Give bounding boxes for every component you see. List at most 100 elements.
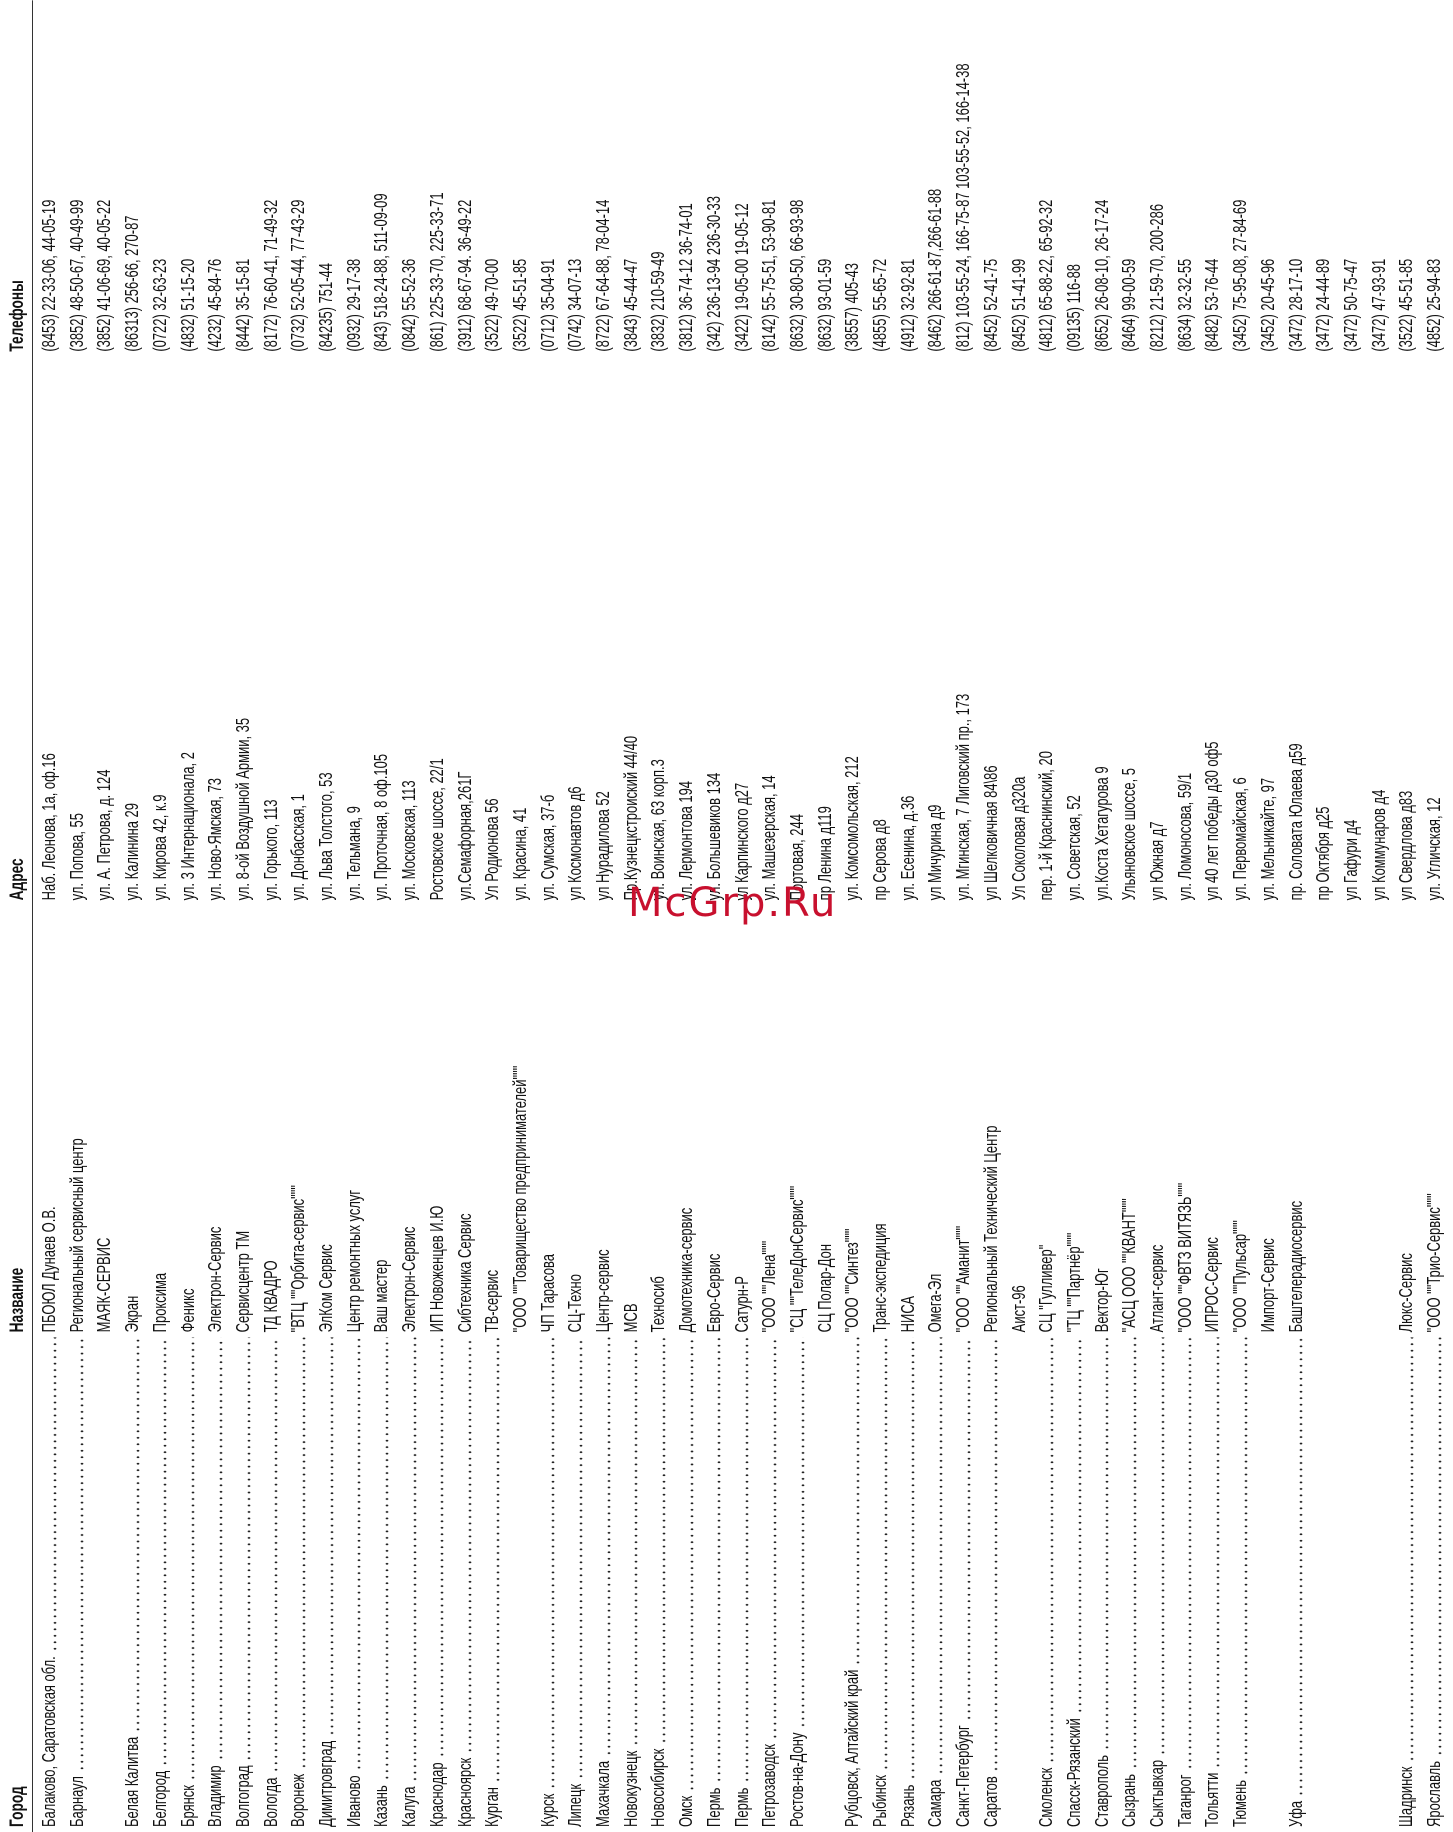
city-text: Волгоград xyxy=(232,1765,253,1827)
address-cell: пр Серова д8 xyxy=(870,819,890,901)
city-cell: Владимир xyxy=(202,1334,230,1827)
address-cell: ул. 8-ой Воздушной Армии, 35 xyxy=(232,717,253,901)
table-row: Импорт-Сервис ул. Мельникайте, 97 (3452) 2… xyxy=(1255,0,1283,1832)
name-cell: Транс-экспедиция xyxy=(870,1223,890,1333)
city-text: Димитровград xyxy=(316,1740,336,1827)
name-cell: Сервисцентр ТМ xyxy=(232,1230,253,1333)
name-cell: Электрон-Сервис xyxy=(205,1226,226,1333)
name-cell: "ВТЦ ""Орбита-сервис""" xyxy=(288,1185,309,1333)
city-text: Омск xyxy=(676,1795,697,1827)
name-cell: Евро-Сервис xyxy=(703,1253,724,1333)
name-cell: Центр-сервис xyxy=(593,1249,613,1333)
table-row: Самара Омега-Эл ул Мичурина д9 (8462) 266-6… xyxy=(922,0,950,1832)
phone-cell: (8172) 76-60-41, 71-49-32 xyxy=(260,199,281,352)
table-row: Калуга Электрон-Сервис ул. Московская, 113… xyxy=(396,0,424,1832)
address-cell: ул Мичурина д9 xyxy=(925,804,946,901)
table-row: Сызрань "АСЦ ООО ""КВАНТ""" Ульяновское шо… xyxy=(1116,0,1144,1832)
dot-leader xyxy=(1116,1337,1137,1770)
table-row: Воронеж "ВТЦ ""Орбита-сервис""" ул. Донбас… xyxy=(285,0,313,1832)
city-cell: Тюмень xyxy=(1227,1334,1255,1827)
city-cell: Сызрань xyxy=(1116,1334,1144,1827)
phone-cell: (8632) 93-01-59 xyxy=(814,258,835,352)
table-row: Спасск-Рязанский "ТЦ ""Партнёр""" ул. Сове… xyxy=(1060,0,1089,1832)
city-cell: Пермь xyxy=(728,1334,757,1827)
city-text: Ставрополь xyxy=(1091,1755,1112,1827)
phone-cell: (3832) 210-59-49 xyxy=(648,251,669,352)
header-phones: Телефоны xyxy=(7,280,28,352)
address-cell: ул. Донбасская, 1 xyxy=(288,794,309,901)
phone-cell: (0842) 55-52-36 xyxy=(399,258,420,352)
name-cell: Омега-Эл xyxy=(925,1273,946,1333)
dot-leader xyxy=(368,1337,390,1781)
name-cell: Импорт-Сервис xyxy=(1257,1238,1278,1333)
phone-cell: (8452) 52-41-75 xyxy=(980,258,1001,352)
dot-leader xyxy=(645,1337,667,1745)
address-cell: ул Нурадилова 52 xyxy=(593,791,613,901)
table-row: Махачкала Центр-сервис ул Нурадилова 52 (87… xyxy=(590,0,618,1832)
name-cell: Техносиб xyxy=(648,1276,669,1333)
city-cell: Саратов xyxy=(977,1334,1006,1827)
table-row: Ставрополь Вектор-Юг ул.Коста Хетагурова 9… xyxy=(1088,0,1117,1832)
city-text: Сыктывкар xyxy=(1147,1759,1167,1827)
address-cell: ул. А. Петрова, д. 124 xyxy=(94,769,115,901)
name-cell: "ООО ""Синтез""" xyxy=(842,1228,863,1333)
city-text: Сызрань xyxy=(1119,1774,1140,1827)
phone-cell: (0742) 34-07-13 xyxy=(565,258,586,352)
phone-cell: (3912) 68-67-94. 36-49-22 xyxy=(454,199,475,352)
city-cell: Белая Калитва xyxy=(119,1334,147,1827)
table-row: Таганрог "ООО ""ФВТЗ ВИТЯЗЬ""" ул. Ломонос… xyxy=(1171,0,1200,1832)
dot-leader xyxy=(839,1337,860,1666)
address-cell: ул. Ломоносова, 59/1 xyxy=(1174,772,1195,901)
city-cell: Санкт-Петербург xyxy=(950,1334,978,1827)
city-cell: Смоленск xyxy=(1033,1334,1061,1827)
city-cell: Тольятти xyxy=(1199,1334,1227,1827)
dot-leader xyxy=(922,1337,944,1776)
dot-leader xyxy=(479,1337,500,1783)
dot-leader xyxy=(1199,1337,1221,1769)
address-cell: Ростовское шоссе, 22/1 xyxy=(426,758,447,901)
table-row: Тюмень "ООО ""Пульсар""" ул. Первомайская,… xyxy=(1227,0,1255,1832)
city-text: Шадринск xyxy=(1396,1766,1417,1827)
dot-leader xyxy=(756,1337,777,1740)
city-text: Белая Калитва xyxy=(122,1736,143,1827)
table-row: "ООО ""Товарищество предпринимателей""" у… xyxy=(507,0,535,1832)
address-cell: ул. Красина, 41 xyxy=(509,807,530,901)
address-cell: ул. Комсомольская, 212 xyxy=(842,756,863,901)
phone-cell: (8632) 30-80-50, 66-93-98 xyxy=(786,199,807,352)
table-row: Владимир Электрон-Сервис ул. Ново-Ямская, … xyxy=(202,0,230,1832)
address-cell: ул. Кирова 42, к.9 xyxy=(149,794,170,901)
dot-leader xyxy=(1088,1337,1110,1751)
dot-leader xyxy=(229,1337,251,1762)
name-cell: Региональный сервисный центр xyxy=(66,1138,87,1333)
table-row: пр Октября д25 (3472) 24-44-89 xyxy=(1310,0,1338,1832)
address-cell: ул. 3 Интернационала, 2 xyxy=(177,752,198,901)
city-cell: Липецк xyxy=(562,1334,590,1827)
phone-cell: (3452) 20-45-96 xyxy=(1257,258,1278,352)
address-cell: ул. Первомайская, 6 xyxy=(1230,777,1251,901)
city-cell: Казань xyxy=(368,1334,396,1827)
city-cell: Иваново xyxy=(340,1334,369,1827)
city-cell: Димитровград xyxy=(313,1334,341,1827)
dot-leader xyxy=(728,1337,750,1784)
table-row: Саратов Региональный Технический Центр ул … xyxy=(977,0,1006,1832)
table-row: Иваново Центр ремонтных услуг ул. Тельмана… xyxy=(340,0,369,1832)
name-cell: "ООО ""Трио-Сервис""" xyxy=(1424,1193,1444,1333)
name-cell: ИП Новоженцев И.Ю xyxy=(426,1205,447,1333)
table-row: Балаково, Саратовская обл. ПБОЮЛ Дунаев О… xyxy=(36,0,64,1832)
phone-cell: (3812) 36-74-12 36-74-01 xyxy=(676,203,697,352)
phone-cell: (8212) 21-59-70, 200-286 xyxy=(1147,203,1167,352)
phone-cell: (8634) 32-32-55 xyxy=(1174,258,1195,352)
city-cell: Волгоград xyxy=(229,1334,258,1827)
city-text: Балаково, Саратовская обл. xyxy=(39,1656,59,1827)
city-text: Смоленск xyxy=(1036,1767,1057,1827)
address-cell: ул.Коста Хетагурова 9 xyxy=(1091,766,1112,901)
phone-cell: (3422) 19-05-00 19-05-12 xyxy=(731,203,752,352)
name-cell: Электрон-Сервис xyxy=(399,1226,420,1333)
address-cell: Пр.Кузнецкстроиский 44/40 xyxy=(620,735,641,901)
city-cell: Самара xyxy=(922,1334,950,1827)
address-cell: ул. Сумская, 37-б xyxy=(537,794,558,901)
dot-leader xyxy=(119,1337,140,1733)
phone-cell: (8482) 53-76-44 xyxy=(1202,258,1223,352)
dot-leader xyxy=(340,1337,362,1772)
name-cell: Региональный Технический Центр xyxy=(980,1125,1001,1333)
